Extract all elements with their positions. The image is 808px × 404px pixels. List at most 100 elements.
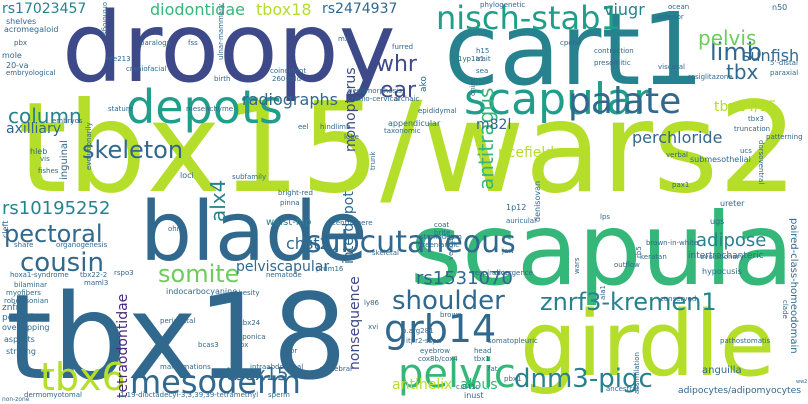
cloud-word: stomodeum xyxy=(420,233,462,241)
cloud-word: brown-in-white xyxy=(646,239,699,247)
cloud-word: centromere xyxy=(332,219,373,227)
cloud-word: lobe xyxy=(344,133,359,141)
cloud-word: column xyxy=(8,104,82,128)
cloud-word: embryological xyxy=(6,69,56,77)
cloud-word: conserved xyxy=(660,295,697,303)
cloud-word: vendas xyxy=(447,234,455,260)
cloud-word: orthologs xyxy=(101,2,109,35)
cloud-word: fishes xyxy=(38,167,59,175)
cloud-word: visceral xyxy=(658,63,686,71)
cloud-word: respiration xyxy=(472,269,510,277)
cloud-word: clade xyxy=(781,300,789,319)
cloud-word: patterning xyxy=(766,133,803,141)
cloud-word: ear xyxy=(380,78,417,103)
cloud-word: onim xyxy=(469,78,477,96)
cloud-word: mesoderm xyxy=(130,363,301,401)
cloud-word: cart1 xyxy=(444,0,705,108)
cloud-word: depots xyxy=(126,80,283,134)
cloud-word: n50 xyxy=(772,3,788,12)
cloud-word: pinna xyxy=(280,199,300,207)
cloud-word: sperm xyxy=(268,391,290,399)
cloud-word: fat xyxy=(488,365,498,373)
cloud-word: axilliary xyxy=(6,121,62,137)
cloud-word: evolutionarily xyxy=(85,122,93,170)
cloud-word: phylogenetic xyxy=(480,1,526,9)
cloud-word: color xyxy=(280,347,298,355)
cloud-word: taxonomic xyxy=(384,127,421,135)
cloud-word: dorsoventral xyxy=(757,140,765,185)
cloud-word: rs2474937 xyxy=(322,1,398,17)
cloud-word: subfamily xyxy=(232,173,267,181)
cloud-word: 1yp1a1 xyxy=(458,55,485,63)
cloud-word: rs10195252 xyxy=(2,198,111,219)
cloud-word: blade xyxy=(140,185,368,280)
cloud-word: girdle xyxy=(520,292,776,397)
cloud-word: assimilation xyxy=(633,352,641,394)
cloud-word: brite xyxy=(434,229,451,237)
cloud-word: subcutaneous xyxy=(306,225,516,260)
cloud-word: ohno xyxy=(168,225,186,233)
cloud-word: 20-va xyxy=(6,61,29,70)
cloud-word: rs17023457 xyxy=(2,1,87,17)
cloud-word: nfe213 xyxy=(106,55,131,63)
cloud-word: striving xyxy=(6,347,36,356)
cloud-word: 5'-distal xyxy=(770,59,798,67)
cloud-word: tbox18 xyxy=(256,0,312,19)
cloud-word: cranio-cervical xyxy=(348,95,400,103)
cloud-word: epididymal xyxy=(418,107,457,115)
cloud-word: ocean xyxy=(668,3,690,11)
cloud-word: 260-fold xyxy=(272,75,302,83)
cloud-word: japonica xyxy=(236,333,266,341)
cloud-word: hindlimb xyxy=(320,123,351,131)
cloud-word: mx xyxy=(338,35,349,43)
cloud-word: adipose xyxy=(696,230,767,251)
cloud-word: diodontidae xyxy=(150,0,245,19)
cloud-word: tbx xyxy=(726,60,759,84)
cloud-word: dnm3-pigc xyxy=(514,364,653,394)
cloud-word: pelvic xyxy=(398,351,516,397)
cloud-word: ako xyxy=(419,76,429,92)
cloud-word: ugs xyxy=(710,217,725,226)
cloud-word: bcas3 xyxy=(198,341,219,349)
cloud-word: hypocusis xyxy=(702,267,742,276)
cloud-word: pectoral xyxy=(4,220,103,248)
cloud-word: pathostomatis xyxy=(720,337,771,345)
cloud-word: ancestral xyxy=(606,385,639,393)
cloud-word: bilaminar xyxy=(14,281,47,289)
cloud-word: outflow xyxy=(614,261,640,269)
cloud-word: radiographs xyxy=(242,90,338,109)
cloud-word: wars xyxy=(573,257,581,274)
cloud-word: cox8b/cox4 xyxy=(418,355,458,363)
cloud-word: waist-hip xyxy=(266,217,312,228)
cloud-word: indocarbocyanine xyxy=(166,287,238,296)
cloud-word: pelvis xyxy=(698,26,757,50)
cloud-word: malformations xyxy=(160,363,211,371)
cloud-word: mole xyxy=(2,51,22,60)
cloud-word: trait xyxy=(476,55,491,63)
cloud-word: cpeb4 xyxy=(560,39,582,47)
cloud-word: vis xyxy=(40,155,50,163)
cloud-word: somite xyxy=(158,260,240,288)
cloud-word: contraction xyxy=(594,47,634,55)
cloud-word: hoxa1-syndrome xyxy=(10,271,69,279)
cloud-word: coat xyxy=(434,221,450,229)
cloud-word: pbx1 xyxy=(504,375,522,383)
cloud-word: perchloride xyxy=(632,128,723,147)
cloud-word: periductal xyxy=(160,317,196,325)
cloud-word: anguilla xyxy=(702,365,742,376)
cloud-word: ricefield xyxy=(498,145,555,161)
cloud-word: appendicular xyxy=(388,119,441,128)
cloud-word: intertrochanteric xyxy=(688,251,764,261)
cloud-word: viugr xyxy=(604,0,645,19)
cloud-word: antihelix xyxy=(392,377,453,393)
cloud-word: hleb xyxy=(30,147,48,156)
cloud-word: cpx xyxy=(236,341,249,349)
cloud-word: denisovan xyxy=(533,180,542,222)
cloud-word: pelviscapular xyxy=(236,259,330,275)
cloud-word: shoulder xyxy=(392,286,505,316)
cloud-word: chst2 xyxy=(286,234,330,253)
cloud-word: adipocytes/adipomyocytes xyxy=(678,385,802,396)
cloud-word: rs1531070 xyxy=(416,268,513,289)
cloud-word: droopy xyxy=(62,0,396,104)
cloud-word: archaic xyxy=(394,95,420,103)
